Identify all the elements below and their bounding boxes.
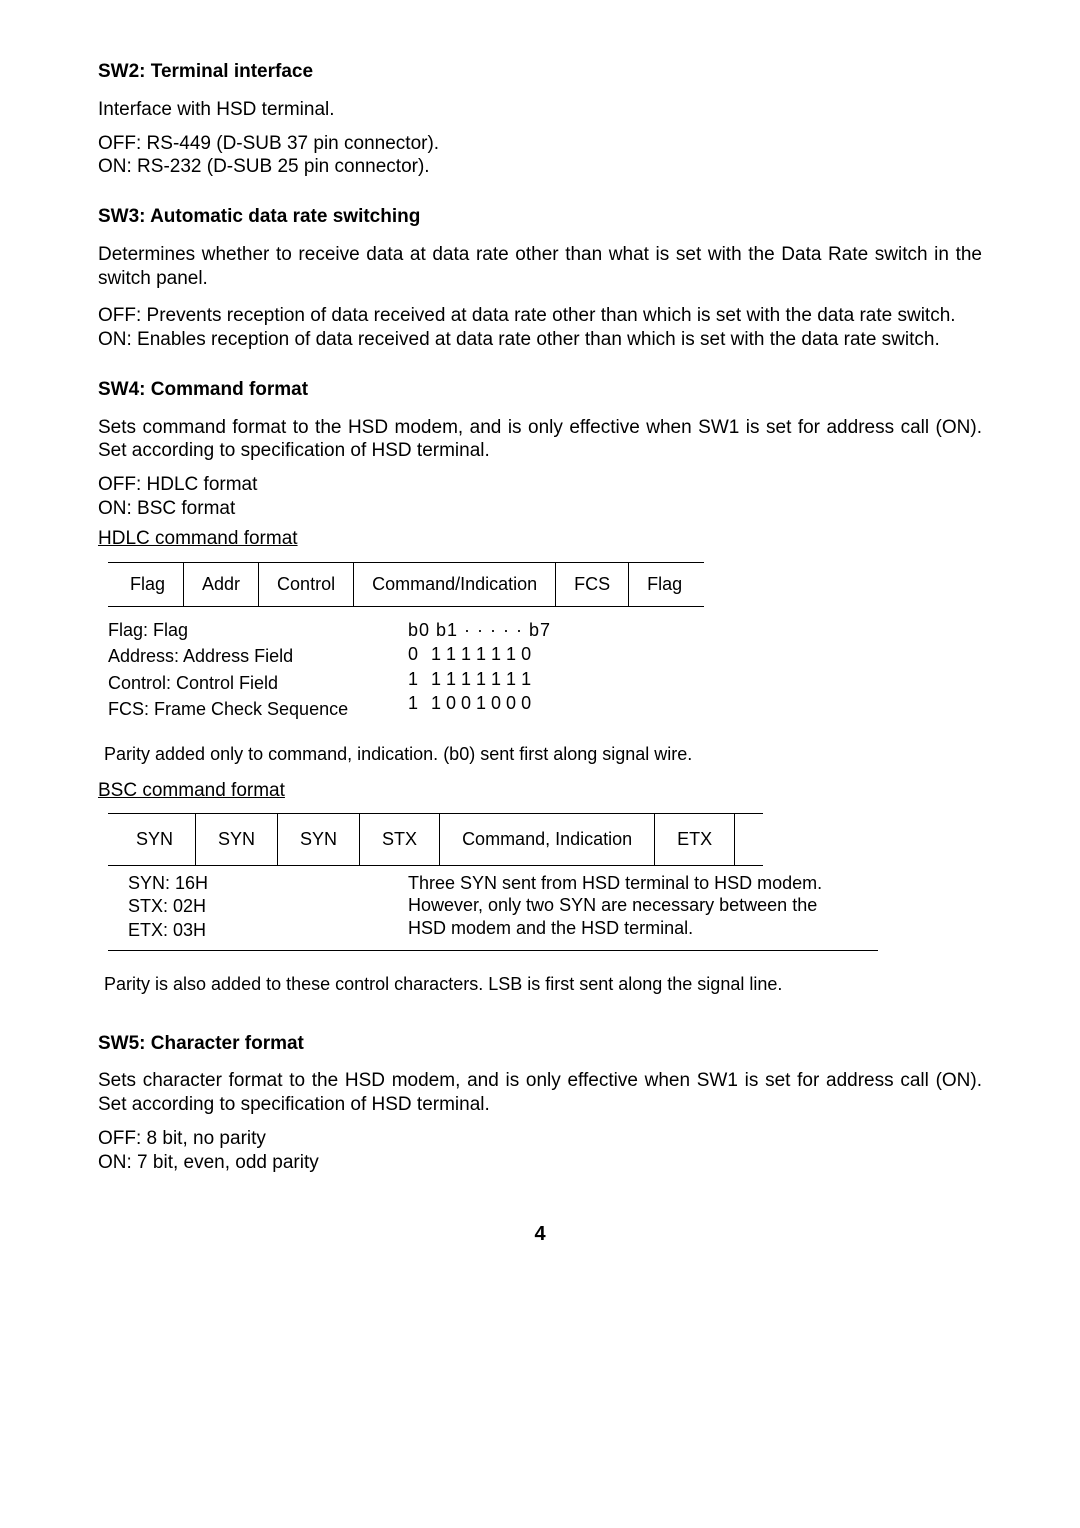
- hdlc-bits-header: b0 b1 · · · · · b7: [408, 619, 551, 642]
- bsc-cell: ETX: [655, 814, 735, 866]
- sw4-on: ON: BSC format: [98, 497, 982, 521]
- hdlc-parity-note: Parity added only to command, indication…: [104, 743, 982, 766]
- sw2-off: OFF: RS-449 (D-SUB 37 pin connector).: [98, 132, 982, 156]
- sw4-off: OFF: HDLC format: [98, 473, 982, 497]
- hdlc-legend-addr: Address: Address Field: [108, 645, 408, 668]
- bsc-table: SYN SYN SYN STX Command, Indication ETX: [108, 813, 763, 866]
- hdlc-cell: Control: [259, 563, 354, 607]
- hdlc-bits: 1 1 1 1 1 1 0: [426, 644, 531, 664]
- hdlc-bits: 1 0 0 1 0 0 0: [426, 693, 531, 713]
- bsc-parity-note: Parity is also added to these control ch…: [104, 973, 982, 996]
- hdlc-legend-ctrl: Control: Control Field: [108, 672, 408, 695]
- sw3-on: ON: Enables reception of data received a…: [98, 328, 982, 352]
- sw5-p1: Sets character format to the HSD modem, …: [98, 1069, 982, 1117]
- bsc-cell: STX: [360, 814, 440, 866]
- bsc-legend-stx: STX: 02H: [128, 895, 408, 918]
- sw5-on: ON: 7 bit, even, odd parity: [98, 1151, 982, 1175]
- bsc-legend-desc: Three SYN sent from HSD terminal to HSD …: [408, 872, 878, 943]
- sw3-off: OFF: Prevents reception of data received…: [98, 304, 982, 328]
- hdlc-bits-lead: 1: [408, 668, 426, 691]
- hdlc-legend: Flag: Flag Address: Address Field Contro…: [108, 619, 982, 725]
- hdlc-cell: Command/Indication: [354, 563, 556, 607]
- sw5-off: OFF: 8 bit, no parity: [98, 1127, 982, 1151]
- bsc-cell: SYN: [196, 814, 278, 866]
- sw2-heading: SW2: Terminal interface: [98, 60, 982, 84]
- hdlc-legend-fcs: FCS: Frame Check Sequence: [108, 698, 408, 721]
- bsc-cell: [735, 814, 764, 866]
- bsc-legend-etx: ETX: 03H: [128, 919, 408, 942]
- bsc-format-label: BSC command format: [98, 779, 982, 803]
- page-number: 4: [98, 1222, 982, 1247]
- hdlc-cell: Addr: [184, 563, 259, 607]
- bsc-cell: Command, Indication: [440, 814, 655, 866]
- hdlc-cell: Flag: [108, 563, 184, 607]
- bsc-legend-syn: SYN: 16H: [128, 872, 408, 895]
- bsc-cell: SYN: [108, 814, 196, 866]
- sw3-heading: SW3: Automatic data rate switching: [98, 205, 982, 229]
- hdlc-cell: FCS: [556, 563, 629, 607]
- hdlc-cell: Flag: [629, 563, 705, 607]
- hdlc-legend-flag: Flag: Flag: [108, 619, 408, 642]
- bsc-cell: SYN: [278, 814, 360, 866]
- hdlc-bits-lead: 1: [408, 692, 426, 715]
- hdlc-bits-lead: 0: [408, 643, 426, 666]
- hdlc-format-label: HDLC command format: [98, 527, 982, 551]
- sw4-heading: SW4: Command format: [98, 378, 982, 402]
- sw2-p1: Interface with HSD terminal.: [98, 98, 982, 122]
- hdlc-bits: 1 1 1 1 1 1 1: [426, 669, 531, 689]
- sw5-heading: SW5: Character format: [98, 1032, 982, 1056]
- sw2-on: ON: RS-232 (D-SUB 25 pin connector).: [98, 155, 982, 179]
- bsc-legend: SYN: 16H STX: 02H ETX: 03H Three SYN sen…: [108, 872, 878, 952]
- sw3-p1: Determines whether to receive data at da…: [98, 243, 982, 291]
- sw4-p1: Sets command format to the HSD modem, an…: [98, 416, 982, 464]
- hdlc-table: Flag Addr Control Command/Indication FCS…: [108, 562, 704, 607]
